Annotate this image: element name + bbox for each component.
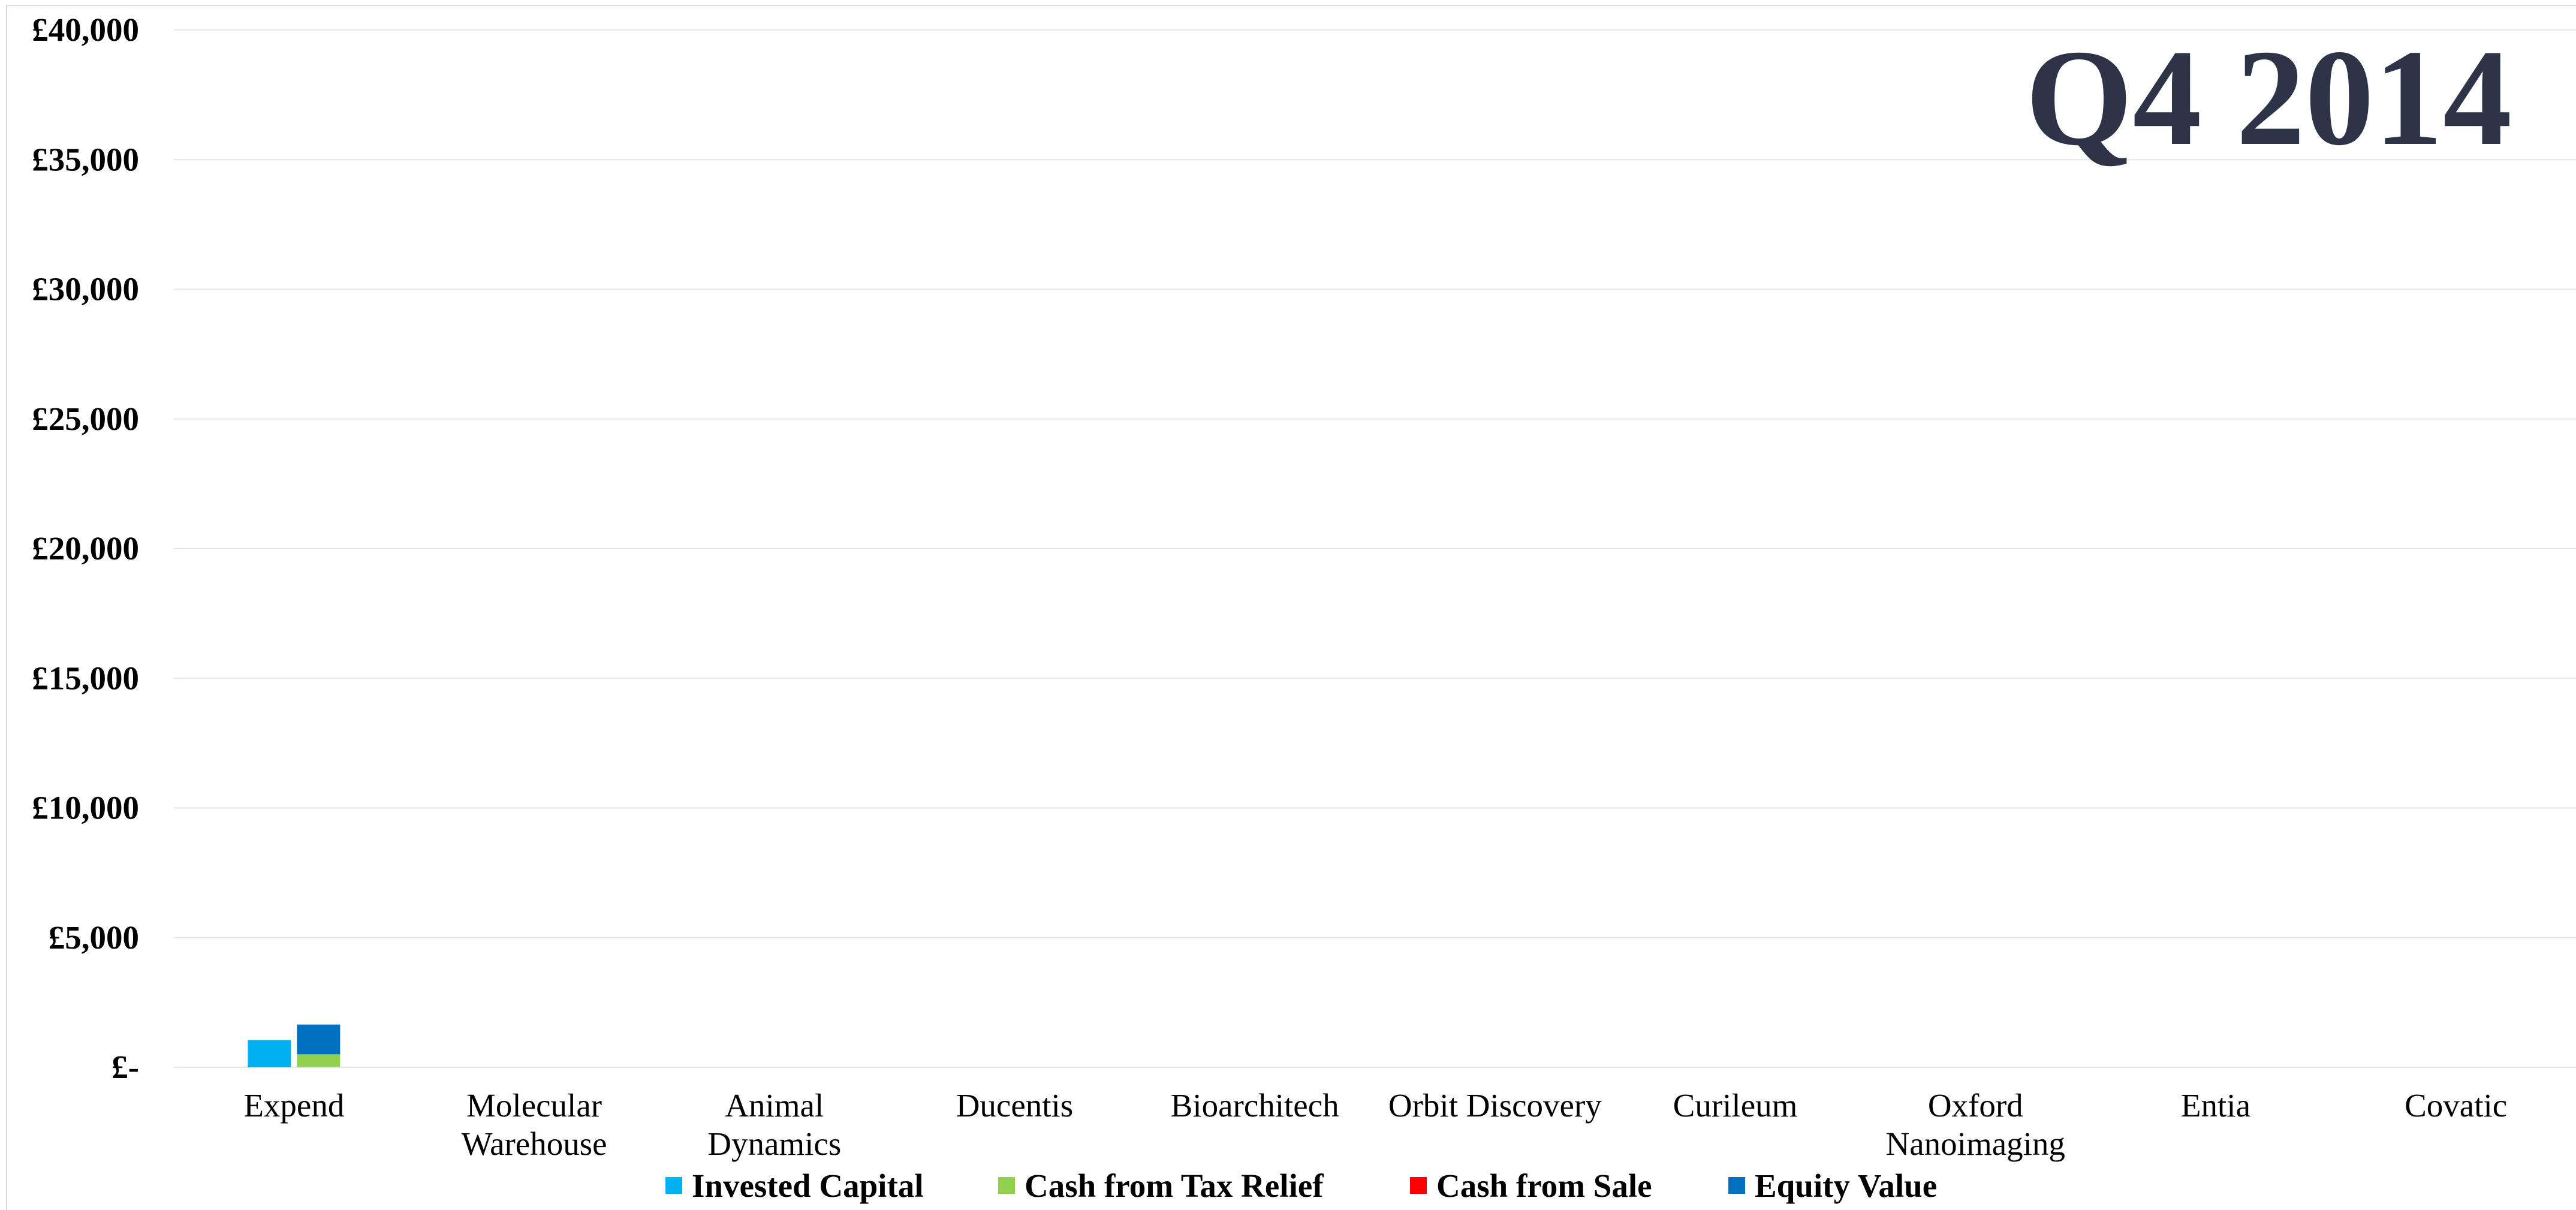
x-tick-label: Molecular Warehouse (462, 1087, 607, 1162)
x-tick-label: Ducentis (956, 1087, 1074, 1124)
x-tick-label: Oxford Nanoimaging (1886, 1087, 2065, 1162)
x-tick-label: Orbit Discovery (1388, 1087, 1602, 1124)
legend-label: Equity Value (1755, 1167, 1937, 1204)
legend-label: Invested Capital (692, 1167, 924, 1204)
x-tick-label: Animal Dynamics (707, 1087, 841, 1162)
legend-swatch (1410, 1177, 1427, 1194)
y-tick-label: £20,000 (32, 530, 139, 567)
legend: Invested Capital Cash from Tax Relief Cash… (665, 1167, 1937, 1204)
y-tick-label: £25,000 (32, 401, 139, 437)
gridlines (174, 29, 2576, 1068)
x-tick-label: Covatic (2405, 1087, 2507, 1124)
x-tick-label: Entia (2181, 1087, 2250, 1124)
x-tick-label: Bioarchitech (1171, 1087, 1339, 1124)
legend-label: Cash from Tax Relief (1025, 1167, 1324, 1204)
legend-swatch (998, 1177, 1015, 1194)
legend-label: Cash from Sale (1436, 1167, 1652, 1204)
bars (248, 1024, 341, 1067)
legend-swatch (1728, 1177, 1745, 1194)
y-tick-label: £35,000 (32, 141, 139, 177)
chart-title: Q4 2014 (2026, 21, 2512, 174)
bar-cash-from-tax-relief (297, 1054, 341, 1067)
y-tick-label: £15,000 (32, 660, 139, 696)
y-tick-label: £30,000 (32, 271, 139, 308)
bar-invested-capital (248, 1040, 291, 1067)
y-tick-label: £5,000 (49, 919, 139, 956)
x-axis-ticks: Expend Molecular Warehouse Animal Dynamics Du… (243, 1087, 2507, 1162)
y-axis-ticks: £- £5,000 £10,000 £15,000 £20,000 £25,000 £30,… (32, 11, 139, 1085)
x-tick-label: Expend (243, 1087, 344, 1124)
legend-swatch (665, 1177, 682, 1194)
y-tick-label: £- (112, 1049, 139, 1085)
y-tick-label: £40,000 (32, 11, 139, 48)
y-tick-label: £10,000 (32, 790, 139, 826)
x-tick-label: Curileum (1673, 1087, 1798, 1124)
bar-equity-value (297, 1024, 341, 1055)
